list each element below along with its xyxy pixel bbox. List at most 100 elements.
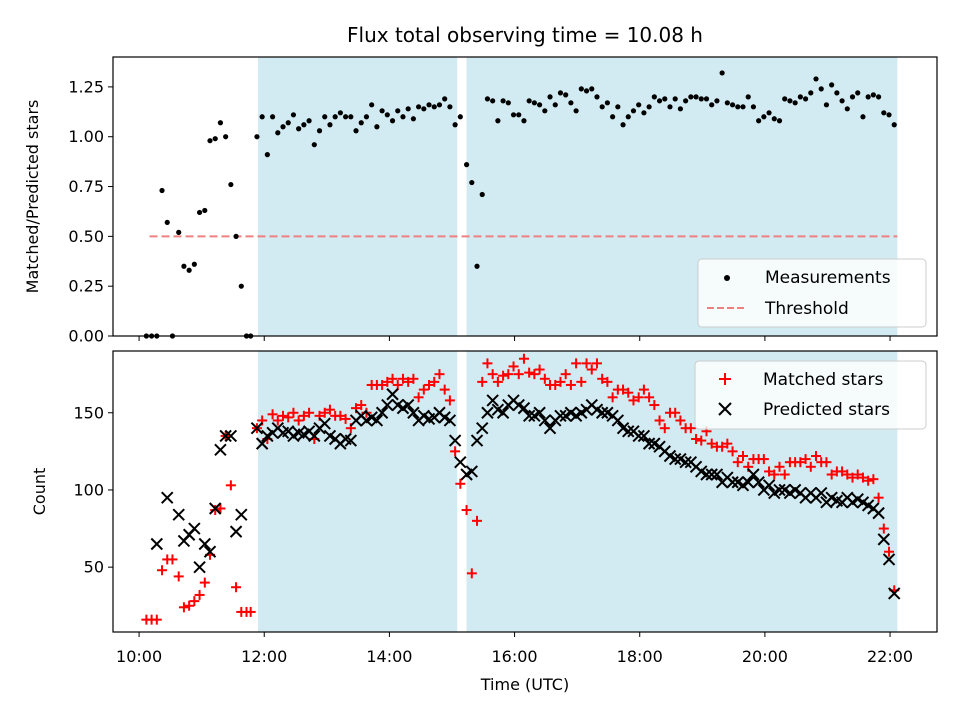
measurement-point <box>379 108 385 114</box>
matched-star-point <box>659 423 670 434</box>
matched-star-point <box>418 384 429 395</box>
matched-star-point <box>706 438 717 449</box>
predicted-star-point <box>219 429 232 443</box>
measurement-point <box>322 114 328 120</box>
top-y-ticks: 0.00 0.25 0.50 0.75 1.00 1.25 <box>68 77 113 346</box>
matched-star-point <box>727 446 738 457</box>
measurement-point <box>761 114 767 120</box>
top-legend-box <box>697 258 927 328</box>
matched-stars-points <box>141 353 900 625</box>
x-tick-label: 10:00 <box>116 647 162 666</box>
predicted-star-point <box>448 434 462 447</box>
measurement-point <box>348 114 354 120</box>
bottom-y-tick-label: 150 <box>73 403 104 422</box>
matched-star-point <box>524 367 535 378</box>
bottom-axes-frame <box>112 350 938 633</box>
predicted-star-point <box>381 398 394 412</box>
matched-star-point <box>821 457 832 468</box>
matched-star-point <box>377 379 388 390</box>
matched-star-point <box>397 373 408 384</box>
predicted-star-point <box>700 468 713 481</box>
measurement-point <box>369 102 375 108</box>
predicted-star-point <box>386 388 399 401</box>
predicted-star-point <box>637 429 651 443</box>
matched-star-point <box>847 472 858 483</box>
measurement-point <box>651 94 657 100</box>
matched-star-point <box>455 478 466 489</box>
measurement-point <box>881 110 887 116</box>
predicted-star-point <box>888 587 901 600</box>
measurement-point <box>431 104 437 110</box>
predicted-star-point <box>742 476 755 489</box>
matched-star-point <box>408 373 419 384</box>
predicted-star-point <box>172 508 185 521</box>
measurement-point <box>865 94 871 100</box>
measurement-point <box>709 102 715 108</box>
x-tick-label: 18:00 <box>617 647 663 666</box>
matched-star-point <box>534 364 545 375</box>
matched-star-point <box>439 384 450 395</box>
bottom-y-tick-label: 50 <box>84 558 104 577</box>
matched-star-point <box>157 565 168 576</box>
measurement-point <box>750 104 757 110</box>
predicted-star-point <box>308 429 321 443</box>
measurement-point <box>792 100 798 106</box>
predicted-star-point <box>250 421 264 435</box>
matched-star-point <box>403 376 414 387</box>
matched-star-point <box>602 376 613 387</box>
measurement-point <box>745 94 751 100</box>
measurement-point <box>782 96 788 102</box>
matched-star-point <box>779 469 790 480</box>
predicted-star-point <box>773 483 786 497</box>
matched-star-point <box>288 407 299 418</box>
matched-star-point <box>267 409 278 420</box>
matched-star-point <box>842 469 853 480</box>
matched-star-point <box>387 373 398 384</box>
measurement-point <box>724 100 730 106</box>
measurement-point <box>797 94 803 100</box>
measurement-point <box>886 112 892 118</box>
measurement-point <box>636 102 642 108</box>
legend-threshold-label: Threshold <box>764 299 849 319</box>
matched-star-point <box>691 434 702 445</box>
matched-star-point <box>722 438 733 449</box>
matched-star-point <box>638 384 649 395</box>
matched-star-point <box>811 450 822 461</box>
matched-star-point <box>293 415 304 426</box>
measurement-point <box>537 102 543 108</box>
measurement-point <box>802 96 809 102</box>
matched-star-point <box>178 602 189 613</box>
predicted-star-point <box>632 429 645 443</box>
measurement-point <box>829 82 835 88</box>
measurement-point <box>740 104 746 110</box>
measurement-point <box>395 108 401 114</box>
measurement-point <box>500 98 506 104</box>
bottom-legend: Matched stars Predicted stars <box>694 360 927 430</box>
measurement-point <box>625 114 631 120</box>
predicted-star-point <box>762 479 776 492</box>
measurement-point <box>405 106 411 112</box>
measurement-point <box>677 106 684 112</box>
matched-star-point <box>795 457 806 468</box>
legend-predicted-label: Predicted stars <box>763 400 890 420</box>
measurement-point <box>615 104 621 110</box>
measurement-point <box>196 209 203 216</box>
matched-star-point <box>764 466 775 477</box>
measurement-point <box>875 94 882 100</box>
matched-star-point <box>758 454 769 465</box>
predicted-star-point <box>370 414 384 427</box>
matched-star-point <box>884 546 895 557</box>
matched-star-point <box>413 392 424 403</box>
matched-star-point <box>513 369 524 380</box>
matched-star-point <box>482 358 493 369</box>
matched-star-point <box>644 392 655 403</box>
matched-star-point <box>878 523 889 534</box>
measurement-point <box>400 114 406 120</box>
measurement-point <box>280 124 286 130</box>
matched-star-point <box>167 554 178 565</box>
predicted-star-point <box>533 406 546 419</box>
matched-star-point <box>429 376 440 387</box>
measurement-point <box>374 124 380 130</box>
matched-star-point <box>628 395 639 406</box>
matched-star-point <box>199 577 210 588</box>
